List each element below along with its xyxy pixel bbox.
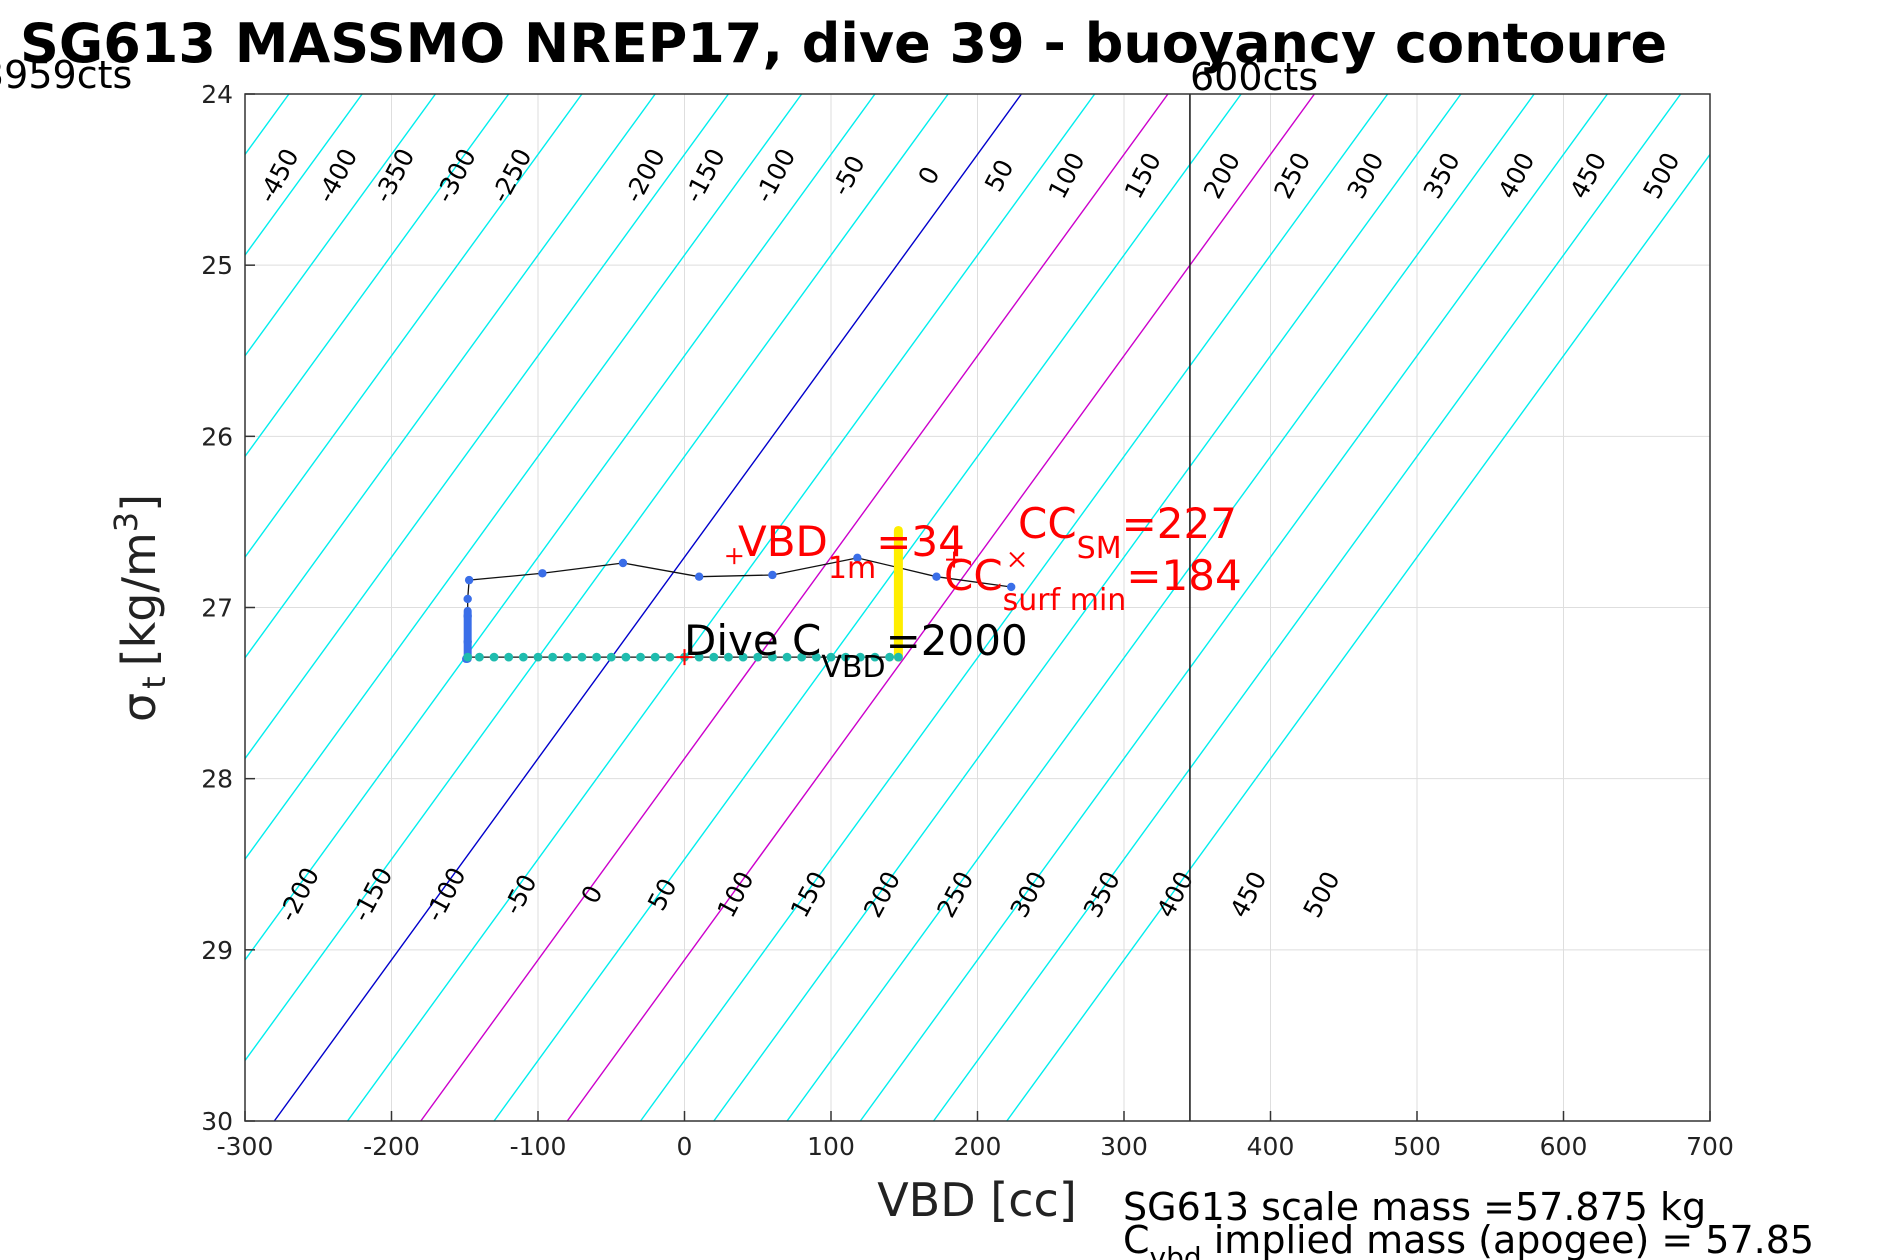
bottom-point-11 bbox=[621, 652, 631, 662]
bottom-point-23 bbox=[797, 652, 807, 662]
contour-line-450 bbox=[932, 94, 1682, 1121]
profile-point-7 bbox=[694, 572, 704, 581]
bottom-point-7 bbox=[562, 652, 572, 662]
bottom-point-26 bbox=[841, 652, 851, 662]
contour-line--300 bbox=[245, 94, 583, 559]
profile-point-4 bbox=[464, 575, 474, 585]
bottom-point-21 bbox=[768, 652, 777, 662]
profile-point-9 bbox=[853, 553, 862, 563]
bottom-point-13 bbox=[650, 652, 660, 662]
y-axis-label: σt [kg/m3] bbox=[107, 494, 173, 722]
profile-point-5 bbox=[538, 569, 547, 578]
bottom-point-22 bbox=[782, 652, 792, 662]
x-tick-label: 0 bbox=[677, 1132, 693, 1161]
bottom-point-19 bbox=[738, 652, 748, 662]
chart-title: SG613 MASSMO NREP17, dive 39 - buoyancy … bbox=[20, 12, 1667, 75]
contour-line-250 bbox=[639, 94, 1389, 1121]
bottom-point-16 bbox=[694, 652, 704, 662]
footer-scale-mass: SG613 scale mass =57.875 kg bbox=[1123, 1185, 1706, 1229]
contour-line-150 bbox=[493, 94, 1242, 1121]
x-axis-label: VBD [cc] bbox=[877, 1173, 1077, 1227]
bottom-point-1 bbox=[475, 652, 484, 662]
contour-line--650 bbox=[0, 94, 69, 1121]
cc-sm-marker-b bbox=[1009, 551, 1025, 568]
bottom-point-4 bbox=[518, 652, 528, 662]
bottom-point-5 bbox=[533, 652, 543, 662]
right-top-label: 600cts bbox=[1190, 55, 1318, 99]
profile-point-8 bbox=[768, 570, 777, 580]
x-tick-label: 500 bbox=[1393, 1132, 1441, 1161]
vbd-1m-annotation: VBD1m=34 bbox=[738, 517, 965, 586]
x-tick-label: 200 bbox=[954, 1132, 1002, 1161]
axis-ticks: -300 -200 -100 0 100 200 300 400 500 600 700 24 25 26… bbox=[201, 80, 1734, 1161]
y-tick-label: 26 bbox=[201, 422, 233, 451]
contour-line--250 bbox=[245, 94, 656, 660]
contour-line-400 bbox=[859, 94, 1609, 1121]
bottom-point-2 bbox=[489, 652, 499, 662]
y-tick-label: 27 bbox=[201, 594, 233, 623]
y-axis-label-units: [kg/m bbox=[112, 532, 166, 666]
contour-line-500 bbox=[1006, 153, 1710, 1121]
bottom-point-8 bbox=[577, 652, 587, 662]
bottom-point-30 bbox=[893, 652, 903, 662]
left-top-label: 3959cts bbox=[0, 53, 132, 97]
contour-line--50 bbox=[245, 94, 949, 1062]
y-tick-label: 29 bbox=[201, 936, 233, 965]
x-tick-label: 700 bbox=[1686, 1132, 1734, 1161]
y-tick-label: 30 bbox=[201, 1107, 233, 1136]
profile-point-11 bbox=[1006, 582, 1016, 592]
bottom-point-17 bbox=[709, 652, 719, 662]
y-axis-label-main: σ bbox=[112, 693, 166, 722]
bottom-point-6 bbox=[548, 652, 558, 662]
contour-line--550 bbox=[0, 94, 216, 1121]
dive-profile bbox=[462, 525, 1025, 666]
bottom-point-25 bbox=[826, 652, 836, 662]
bottom-point-24 bbox=[811, 652, 821, 662]
profile-point-3 bbox=[463, 594, 472, 604]
x-tick-label: -300 bbox=[217, 1132, 274, 1161]
y-axis-label-close: ] bbox=[112, 494, 166, 512]
x-tick-label: 400 bbox=[1247, 1132, 1295, 1161]
profile-point-1 bbox=[463, 637, 472, 646]
bottom-point-18 bbox=[724, 652, 733, 662]
contour-line--150 bbox=[245, 94, 803, 861]
x-tick-label: 300 bbox=[1100, 1132, 1148, 1161]
y-axis-label-sup: 3 bbox=[107, 512, 145, 532]
x-tick-label: 600 bbox=[1540, 1132, 1588, 1161]
bottom-point-14 bbox=[665, 652, 675, 662]
bottom-point-29 bbox=[885, 652, 894, 662]
contour-line-0 bbox=[273, 94, 1023, 1121]
bottom-point-3 bbox=[504, 652, 514, 662]
y-tick-label: 25 bbox=[201, 251, 233, 280]
contour-line--200 bbox=[245, 94, 730, 760]
contour-line--350 bbox=[245, 94, 510, 458]
contour-line-100 bbox=[420, 94, 1169, 1121]
bottom-point-20 bbox=[753, 652, 763, 662]
y-tick-label: 24 bbox=[201, 80, 233, 109]
bottom-point-12 bbox=[636, 652, 645, 662]
profile-point-2 bbox=[463, 611, 472, 621]
contour-line--400 bbox=[245, 94, 437, 357]
svg-text:σt[kg/m3]: σt [kg/m3] bbox=[107, 494, 173, 722]
y-tick-label: 28 bbox=[201, 765, 233, 794]
profile-point-6 bbox=[618, 558, 628, 568]
profile-point-10 bbox=[932, 572, 941, 581]
x-tick-label: 100 bbox=[807, 1132, 855, 1161]
dive-cvbd-annotation: Dive CVBD=2000 bbox=[684, 616, 1028, 685]
y-axis-label-sub: t bbox=[135, 676, 173, 689]
bottom-point-10 bbox=[606, 652, 616, 662]
contour-line-350 bbox=[786, 94, 1535, 1121]
bottom-point-28 bbox=[870, 652, 880, 662]
contour-line-300 bbox=[713, 94, 1462, 1121]
contour-line-50 bbox=[346, 94, 1096, 1121]
bottom-point-9 bbox=[592, 652, 601, 662]
bottom-point-27 bbox=[855, 652, 865, 662]
footer-implied-mass: Cvbd implied mass (apogee) = 57.85 bbox=[1123, 1218, 1814, 1260]
cc-surf-min-annotation: CCsurf min=184 bbox=[944, 551, 1242, 618]
cc-sm-annotation: CCSM=227 bbox=[1018, 499, 1237, 566]
x-tick-label: -100 bbox=[510, 1132, 567, 1161]
x-tick-label: -200 bbox=[363, 1132, 420, 1161]
bottom-point-0 bbox=[463, 652, 473, 662]
